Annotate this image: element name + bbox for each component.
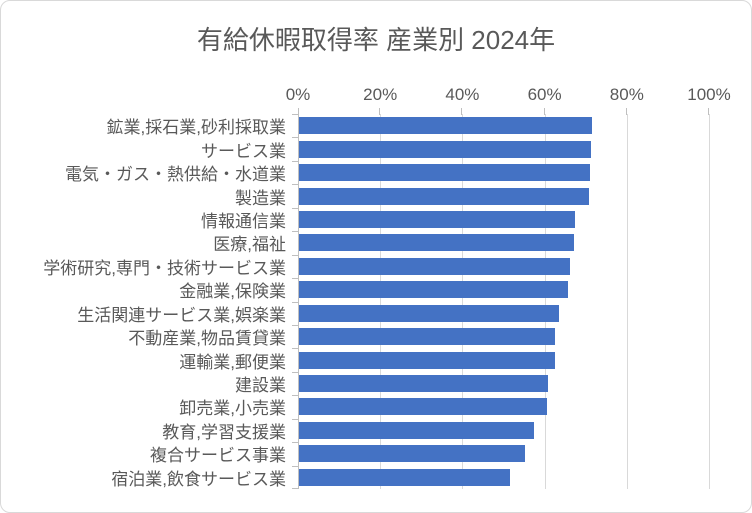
- x-tick-mark: [708, 108, 709, 115]
- x-tick-mark: [379, 108, 381, 115]
- category-label: 不動産業,物品賃貸業: [128, 329, 286, 349]
- bar-卸売業,小売業: [299, 398, 548, 416]
- category-label: 建設業: [235, 376, 286, 396]
- y-axis-ticks: [292, 114, 298, 489]
- x-tick-label: 20%: [363, 85, 398, 104]
- bar-金融業,保険業: [299, 281, 569, 299]
- bar-サービス業: [299, 140, 591, 158]
- x-tick-mark: [625, 108, 627, 115]
- y-tick-mark: [292, 278, 298, 279]
- y-tick-mark: [292, 137, 298, 138]
- y-tick-mark: [292, 372, 298, 373]
- bar-不動産業,物品賃貸業: [299, 328, 556, 346]
- category-label: 教育,学習支援業: [162, 422, 286, 442]
- category-label: 学術研究,専門・技術サービス業: [43, 258, 286, 278]
- y-tick-mark: [292, 161, 298, 162]
- category-label: 卸売業,小売業: [179, 399, 286, 419]
- y-tick-mark: [292, 255, 298, 256]
- y-axis-category-labels: 鉱業,採石業,砂利採取業サービス業電気・ガス・熱供給・水道業製造業情報通信業医療…: [9, 114, 292, 489]
- category-label: 鉱業,採石業,砂利採取業: [106, 118, 286, 138]
- x-tick-mark: [298, 108, 299, 115]
- category-label: 電気・ガス・熱供給・水道業: [65, 165, 286, 185]
- y-tick-mark: [292, 184, 298, 185]
- y-tick-mark: [292, 442, 298, 443]
- x-axis-tick-labels: 0% 20% 40% 60% 80% 100%: [286, 85, 731, 105]
- x-tick-label: 0%: [285, 85, 311, 104]
- y-tick-mark: [292, 488, 298, 489]
- gridline: [544, 114, 546, 489]
- bar-教育,学習支援業: [299, 421, 535, 439]
- x-tick-mark: [461, 108, 463, 115]
- category-label: 医療,福祉: [213, 235, 286, 255]
- bar-宿泊業,飲食サービス業: [299, 468, 510, 486]
- y-tick-mark: [292, 419, 298, 420]
- y-tick-mark: [292, 114, 298, 115]
- bar-生活関連サービス業,娯楽業: [299, 304, 560, 322]
- category-label: 生活関連サービス業,娯楽業: [77, 305, 286, 325]
- bar-鉱業,採石業,砂利採取業: [299, 117, 593, 135]
- bar-電気・ガス・熱供給・水道業: [299, 164, 590, 182]
- x-tick-label: 60%: [527, 85, 562, 104]
- x-tick-label: 100%: [687, 85, 731, 104]
- x-tick-label: 40%: [445, 85, 480, 104]
- gridline: [626, 114, 628, 489]
- y-tick-mark: [292, 325, 298, 326]
- bar-運輸業,郵便業: [299, 351, 555, 369]
- chart-title: 有給休暇取得率 産業別 2024年: [196, 25, 556, 55]
- gridline: [462, 114, 464, 489]
- x-axis-ticks: [298, 108, 709, 115]
- y-tick-mark: [292, 231, 298, 232]
- plot-area: [298, 114, 710, 489]
- y-tick-mark: [292, 348, 298, 349]
- category-label: 金融業,保険業: [179, 282, 286, 302]
- gridline: [380, 114, 382, 489]
- category-label: 製造業: [235, 188, 286, 208]
- bar-建設業: [299, 375, 549, 393]
- category-label: 複合サービス事業: [150, 446, 286, 466]
- bar-製造業: [299, 187, 589, 205]
- bar-情報通信業: [299, 210, 576, 228]
- category-label: 宿泊業,飲食サービス業: [111, 469, 286, 489]
- y-tick-mark: [292, 466, 298, 467]
- bar-医療,福祉: [299, 234, 574, 252]
- bar-学術研究,専門・技術サービス業: [299, 257, 570, 275]
- y-tick-mark: [292, 208, 298, 209]
- y-tick-mark: [292, 395, 298, 396]
- x-tick-mark: [543, 108, 545, 115]
- bar-複合サービス事業: [299, 445, 526, 463]
- category-label: サービス業: [201, 141, 286, 161]
- y-tick-mark: [292, 302, 298, 303]
- gridline: [709, 114, 710, 489]
- x-tick-label: 80%: [609, 85, 644, 104]
- category-label: 情報通信業: [201, 211, 286, 231]
- category-label: 運輸業,郵便業: [179, 352, 286, 372]
